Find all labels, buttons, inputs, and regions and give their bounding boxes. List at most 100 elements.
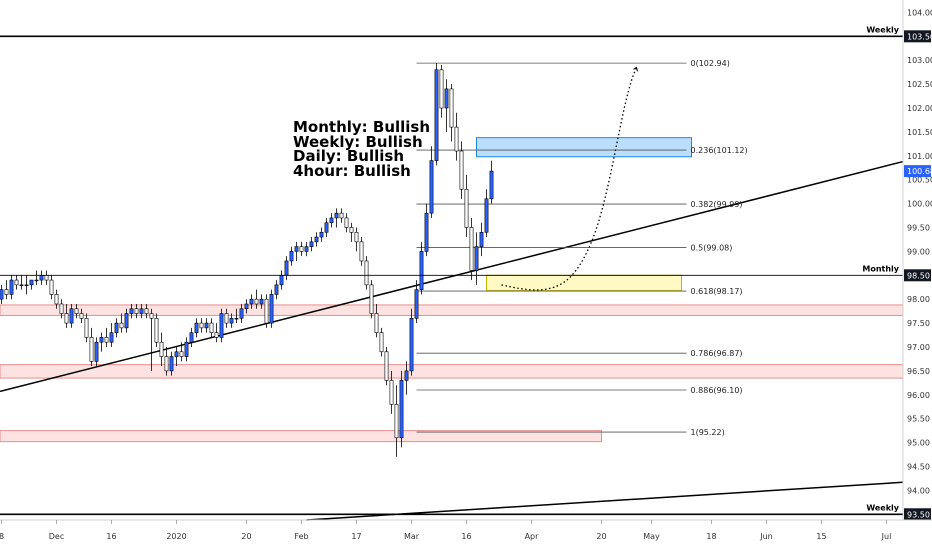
- candle-body: [484, 198, 489, 233]
- x-tick-label: 16: [461, 532, 471, 541]
- candle-body: [339, 212, 344, 219]
- candle-body: [399, 380, 404, 439]
- y-tick-label: 100.00: [907, 200, 932, 209]
- candle-body: [139, 308, 144, 314]
- candle-body: [454, 126, 459, 152]
- y-tick-label: 96.50: [907, 367, 930, 376]
- x-tick-label: 15: [816, 532, 826, 541]
- y-axis[interactable]: 104.00 103.50 103.00 102.50 102.00 101.50 101.…: [902, 0, 932, 521]
- x-tick-label: 17: [351, 532, 361, 541]
- y-tick-label: 98.00: [907, 295, 930, 304]
- y-tick-label: 102.00: [907, 104, 932, 113]
- candle-body: [134, 308, 139, 314]
- y-tick-label: 101.00: [907, 152, 932, 161]
- candle-body: [479, 231, 484, 247]
- candle-body: [159, 341, 164, 357]
- candle-body: [349, 227, 354, 233]
- candle-body: [109, 332, 114, 343]
- x-axis[interactable]: 8 Dec 16 2020 20 Feb 17 Mar 16 Apr 20 May 18 Jun 15 Jul: [0, 519, 932, 541]
- candle-body: [154, 318, 159, 343]
- projection-layer: [501, 66, 638, 291]
- projection-path: [501, 67, 638, 291]
- x-tick-label: Feb: [294, 532, 308, 541]
- candle-body: [89, 337, 94, 362]
- candle-body: [164, 356, 169, 372]
- x-tick-label: Mar: [404, 532, 420, 541]
- candle-body: [354, 231, 359, 243]
- x-tick-label: 2020: [166, 532, 186, 541]
- candle-body: [334, 212, 339, 219]
- candle-body: [299, 246, 304, 252]
- candle-body: [54, 294, 59, 305]
- fib-level-label: 0.236(101.12): [691, 146, 748, 155]
- candle-body: [34, 279, 39, 282]
- candle-body: [464, 188, 469, 228]
- x-tick-label: Jul: [881, 532, 892, 541]
- projection-arrowhead: [633, 66, 638, 72]
- candle-body: [249, 298, 254, 305]
- candle-body: [409, 318, 414, 372]
- candle-body: [474, 246, 479, 271]
- candle-body: [269, 294, 274, 324]
- y-tick-label: 94.50: [907, 462, 930, 471]
- fib-level-label: 0.5(99.08): [691, 244, 733, 253]
- candle-body: [119, 322, 124, 329]
- candle-body: [19, 284, 24, 286]
- candle-body: [59, 303, 64, 314]
- candle-body: [9, 279, 14, 295]
- x-tick-label: 18: [706, 532, 716, 541]
- x-tick-label: Jun: [759, 532, 773, 541]
- y-tick-label: 100.50: [907, 176, 932, 185]
- level-price-tag: [904, 269, 931, 282]
- candle-body: [394, 404, 399, 439]
- candle-body: [469, 227, 474, 271]
- support-zone: [0, 430, 602, 443]
- candle-body: [364, 260, 369, 286]
- x-tick-label: 20: [596, 532, 606, 541]
- x-tick-label: Dec: [49, 532, 64, 541]
- candle-body: [69, 308, 74, 324]
- candle-body: [114, 322, 119, 333]
- level-price-tag-label: 93.50: [907, 510, 930, 519]
- candle-body: [294, 246, 299, 252]
- candle-body: [169, 356, 174, 372]
- x-tick-label: 8: [0, 532, 4, 541]
- last-price-tag-label: 100.68: [907, 167, 932, 176]
- candle-body: [79, 313, 84, 319]
- candles-layer: [0, 63, 494, 457]
- candle-body: [209, 322, 214, 333]
- candle-body: [44, 274, 49, 281]
- key-levels-layer: Weekly Monthly Weekly: [0, 25, 903, 516]
- y-tick-label: 102.50: [907, 80, 932, 89]
- bias-text-line: Weekly: Bullish: [293, 133, 423, 151]
- candle-body: [224, 313, 229, 324]
- candle-body: [254, 298, 259, 305]
- trendlines-layer: [0, 160, 904, 521]
- level-price-tag: [904, 30, 931, 43]
- candle-body: [64, 313, 69, 324]
- candle-body: [314, 236, 319, 243]
- level-price-tag-label: 103.50: [907, 32, 932, 41]
- y-tick-label: 97.00: [907, 343, 930, 352]
- candle-body: [74, 308, 79, 314]
- candle-body: [194, 322, 199, 333]
- y-tick-label: 104.00: [907, 8, 932, 17]
- y-tick-label: 96.00: [907, 391, 930, 400]
- candle-body: [309, 241, 314, 247]
- key-level-label: Weekly: [866, 25, 899, 34]
- candle-body: [189, 332, 194, 343]
- candle-body: [344, 217, 349, 228]
- candle-body: [84, 318, 89, 338]
- zones-layer: [0, 137, 904, 443]
- fib-level-label: 0(102.94): [691, 59, 730, 68]
- candle-body: [124, 313, 129, 329]
- candle-body: [439, 69, 444, 109]
- candle-body: [204, 322, 209, 329]
- candle-body: [234, 318, 239, 320]
- candle-body: [174, 351, 179, 357]
- candle-body: [179, 351, 184, 357]
- candle-body: [94, 341, 99, 362]
- candle-body: [0, 289, 4, 300]
